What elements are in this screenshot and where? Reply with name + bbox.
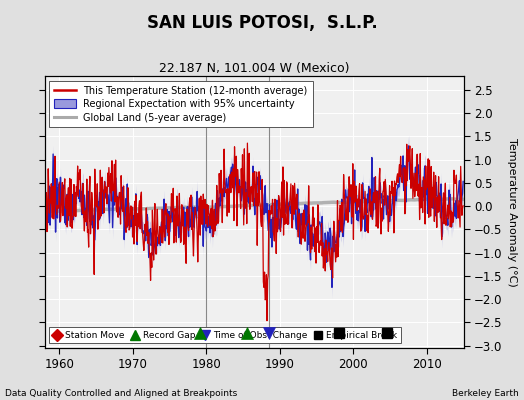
Y-axis label: Temperature Anomaly (°C): Temperature Anomaly (°C) <box>507 138 517 286</box>
Text: Berkeley Earth: Berkeley Earth <box>452 389 519 398</box>
Title: 22.187 N, 101.004 W (Mexico): 22.187 N, 101.004 W (Mexico) <box>159 62 350 75</box>
Legend: Station Move, Record Gap, Time of Obs. Change, Empirical Break: Station Move, Record Gap, Time of Obs. C… <box>49 327 400 344</box>
Text: SAN LUIS POTOSI,  S.L.P.: SAN LUIS POTOSI, S.L.P. <box>147 14 377 32</box>
Text: Data Quality Controlled and Aligned at Breakpoints: Data Quality Controlled and Aligned at B… <box>5 389 237 398</box>
